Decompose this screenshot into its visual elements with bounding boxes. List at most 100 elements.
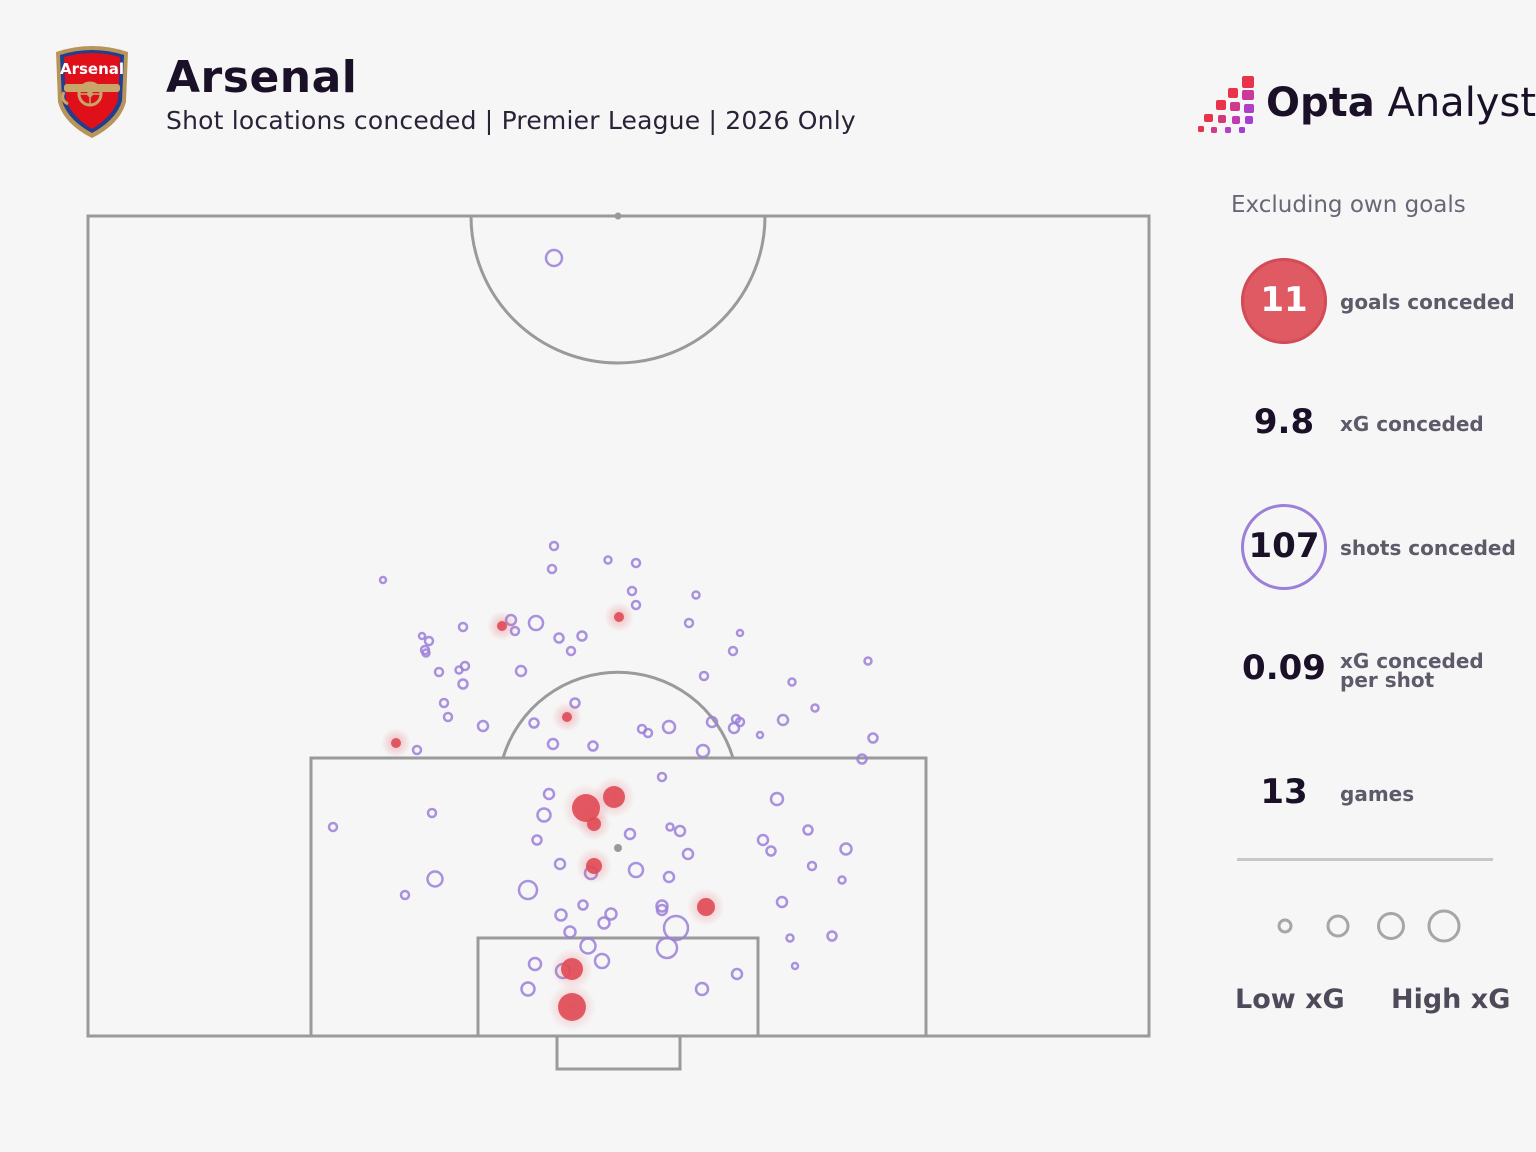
penalty-arc bbox=[501, 670, 735, 759]
shot-marker bbox=[528, 717, 540, 729]
brand-name-bold: Opta bbox=[1266, 80, 1375, 126]
shot-marker bbox=[656, 771, 668, 783]
goal-glow bbox=[593, 776, 635, 818]
legend-size-2-icon bbox=[1326, 914, 1350, 938]
shot-marker bbox=[694, 981, 710, 997]
shot-marker bbox=[681, 847, 695, 861]
goal-glow bbox=[687, 888, 725, 926]
shot-marker bbox=[399, 889, 411, 901]
shot-marker bbox=[665, 822, 675, 832]
legend-divider bbox=[1237, 858, 1493, 861]
shot-marker bbox=[327, 821, 339, 833]
shot-marker bbox=[457, 621, 469, 633]
shot-marker bbox=[802, 824, 814, 836]
shot-marker bbox=[826, 930, 838, 942]
shot-marker bbox=[509, 625, 521, 637]
stat-value: 107 bbox=[1248, 526, 1320, 566]
pitch-lines bbox=[86, 214, 1151, 1071]
stat-label: goals conceded bbox=[1340, 290, 1515, 314]
goal-marker bbox=[587, 817, 601, 831]
goal-glow bbox=[381, 728, 411, 758]
goal-marker bbox=[391, 738, 401, 748]
exclusion-note: Excluding own goals bbox=[1231, 192, 1466, 218]
shot-marker bbox=[517, 879, 539, 901]
shot-marker bbox=[734, 716, 746, 728]
shot-marker bbox=[810, 703, 820, 713]
crest-text: Arsenal bbox=[60, 60, 124, 78]
penalty-spot bbox=[614, 844, 622, 852]
shot-marker bbox=[565, 645, 577, 657]
shot-marker bbox=[426, 870, 444, 888]
shot-marker bbox=[698, 670, 710, 682]
shots-badge bbox=[1241, 504, 1327, 590]
shots-layer bbox=[327, 248, 879, 997]
shot-marker bbox=[655, 903, 669, 917]
shot-marker bbox=[553, 632, 565, 644]
goal-marker bbox=[603, 786, 625, 808]
shot-marker bbox=[563, 925, 577, 939]
shot-marker bbox=[790, 961, 800, 971]
shot-marker bbox=[438, 697, 450, 709]
shot-marker bbox=[546, 737, 560, 751]
shot-marker bbox=[765, 845, 777, 857]
shot-marker bbox=[544, 248, 564, 268]
shot-marker bbox=[421, 648, 431, 658]
shot-marker bbox=[683, 617, 695, 629]
shot-marker bbox=[593, 952, 611, 970]
shot-marker bbox=[856, 753, 868, 765]
shot-marker bbox=[661, 719, 677, 735]
shot-marker bbox=[755, 730, 765, 740]
shot-marker bbox=[867, 732, 879, 744]
shot-marker bbox=[623, 827, 637, 841]
shot-marker bbox=[587, 740, 599, 752]
shot-marker bbox=[546, 563, 558, 575]
stat-value: 11 bbox=[1260, 280, 1308, 320]
goal-marker bbox=[558, 993, 586, 1021]
legend-size-3-icon bbox=[1377, 912, 1405, 940]
arsenal-crest-logo: Arsenal bbox=[56, 46, 128, 138]
opta-mark-icon bbox=[1198, 76, 1254, 133]
stat-xg-conceded: 9.8 xG conceded bbox=[1220, 380, 1530, 470]
stat-shots-conceded: 107 shots conceded bbox=[1220, 504, 1530, 594]
stat-value: 9.8 bbox=[1253, 402, 1315, 442]
shot-marker bbox=[839, 842, 853, 856]
shot-marker bbox=[583, 865, 599, 881]
shot-marker bbox=[577, 899, 589, 911]
shot-marker bbox=[411, 744, 423, 756]
shot-marker bbox=[542, 787, 556, 801]
shot-marker bbox=[756, 833, 770, 847]
shot-marker bbox=[769, 791, 785, 807]
centre-circle bbox=[469, 215, 767, 365]
shot-marker bbox=[527, 956, 543, 972]
shot-marker bbox=[695, 743, 711, 759]
shot-marker bbox=[837, 875, 847, 885]
shot-marker bbox=[457, 678, 469, 690]
pitch-outline bbox=[86, 214, 1151, 1038]
shot-marker bbox=[730, 713, 742, 725]
shot-marker bbox=[673, 824, 687, 838]
shot-marker bbox=[576, 630, 588, 642]
brand-name: Opta Analyst bbox=[1266, 80, 1536, 126]
shot-marker bbox=[691, 590, 701, 600]
shot-marker bbox=[727, 645, 739, 657]
shot-marker bbox=[630, 557, 642, 569]
shot-marker bbox=[630, 599, 642, 611]
goal-glow bbox=[548, 983, 596, 1031]
goal-glow bbox=[562, 784, 610, 832]
opta-analyst-logo: Opta Analyst bbox=[1198, 74, 1536, 134]
shot-marker bbox=[627, 861, 645, 879]
centre-spot bbox=[614, 212, 622, 220]
shot-marker bbox=[604, 907, 618, 921]
stat-games: 13 games bbox=[1220, 750, 1530, 840]
shot-marker bbox=[579, 937, 597, 955]
shot-marker bbox=[787, 677, 797, 687]
shot-marker bbox=[419, 644, 431, 656]
shot-marker bbox=[554, 908, 568, 922]
shot-marker bbox=[527, 614, 545, 632]
brand-name-light: Analyst bbox=[1374, 80, 1536, 126]
penalty-area bbox=[309, 756, 928, 1038]
xg-size-legend bbox=[1277, 909, 1461, 943]
shot-marker bbox=[785, 933, 795, 943]
stat-label-line1: xG conceded bbox=[1340, 649, 1484, 673]
page-title: Arsenal bbox=[166, 52, 358, 103]
